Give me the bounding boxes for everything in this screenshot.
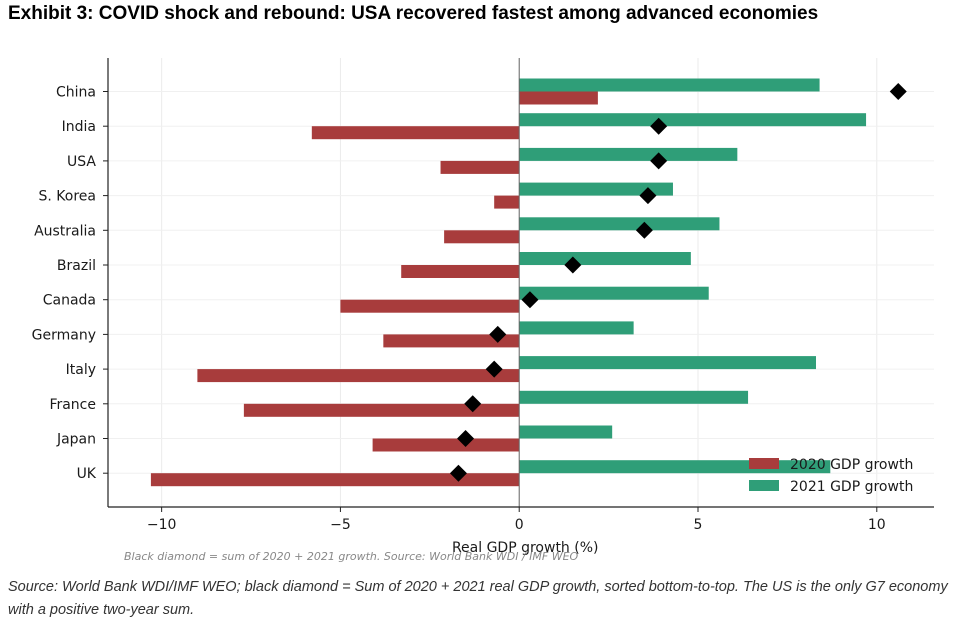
bar-2020-china <box>519 91 598 105</box>
bar-2021-italy <box>519 356 816 370</box>
bars <box>150 78 867 487</box>
legend-label-2021: 2021 GDP growth <box>790 479 913 495</box>
bar-2020-s-korea <box>494 195 520 209</box>
bar-2020-france <box>243 403 520 417</box>
x-tick-label: 10 <box>868 517 886 533</box>
chart-footnote: Black diamond = sum of 2020 + 2021 growt… <box>124 550 579 563</box>
y-tick-label: UK <box>77 466 97 482</box>
bar-2020-japan <box>372 438 520 452</box>
bar-2021-japan <box>519 425 613 439</box>
bar-2021-brazil <box>519 252 691 265</box>
x-axis-label: Real GDP growth (%) <box>452 540 599 556</box>
y-tick-label: France <box>49 397 96 413</box>
bar-2021-china <box>519 78 820 92</box>
bar-2020-italy <box>197 369 520 383</box>
sum-diamond-australia <box>635 221 653 239</box>
sum-diamonds <box>449 83 907 482</box>
legend-swatch-2020 <box>749 458 779 469</box>
bar-2020-germany <box>383 334 520 348</box>
y-tick-label: USA <box>67 154 96 170</box>
bar-2021-australia <box>519 217 720 231</box>
sum-diamond-italy <box>485 360 503 378</box>
sum-diamond-usa <box>650 152 668 170</box>
y-tick-label: Germany <box>32 327 96 343</box>
y-tick-label: Canada <box>43 293 96 309</box>
source-note: Source: World Bank WDI/IMF WEO; black di… <box>8 579 948 618</box>
axes <box>103 58 934 512</box>
sum-diamond-s-korea <box>639 187 657 205</box>
bar-2021-germany <box>519 321 634 335</box>
y-tick-label: India <box>62 119 96 135</box>
legend: 2020 GDP growth 2021 GDP growth <box>749 457 913 495</box>
sum-diamond-japan <box>457 430 475 447</box>
bar-2021-usa <box>519 147 738 161</box>
y-tick-label: Japan <box>56 432 96 448</box>
y-tick-label: Italy <box>66 362 96 378</box>
bar-2021-canada <box>519 286 709 300</box>
bar-2020-india <box>311 126 520 140</box>
bar-2020-uk <box>150 473 520 487</box>
legend-label-2020: 2020 GDP growth <box>790 457 913 473</box>
sum-diamond-china <box>889 83 907 100</box>
bar-2020-australia <box>444 230 520 244</box>
sum-diamond-uk <box>449 464 467 482</box>
bar-2021-s-korea <box>519 182 673 196</box>
legend-swatch-2021 <box>749 480 779 491</box>
sum-diamond-india <box>650 117 668 135</box>
x-tick-label: −10 <box>147 517 177 533</box>
x-tick-label: 0 <box>515 517 524 533</box>
y-tick-label: S. Korea <box>39 189 96 205</box>
bar-2021-uk <box>519 460 831 474</box>
bar-2020-usa <box>440 160 520 174</box>
y-tick-label: China <box>56 85 96 101</box>
gdp-growth-chart: China India USA S. Korea Australia Brazil Cana… <box>32 58 934 563</box>
bar-2021-france <box>519 390 749 404</box>
x-tick-label: −5 <box>330 517 351 533</box>
y-tick-label: Brazil <box>57 258 96 274</box>
sum-diamond-brazil <box>564 256 582 274</box>
sum-diamond-france <box>464 395 482 413</box>
y-tick-label: Australia <box>34 223 96 239</box>
bar-2020-brazil <box>401 265 520 278</box>
x-tick-label: 5 <box>694 517 703 533</box>
exhibit-title: Exhibit 3: COVID shock and rebound: USA … <box>8 3 819 24</box>
sum-diamond-germany <box>489 325 507 343</box>
bar-2020-canada <box>340 299 520 313</box>
sum-diamond-canada <box>521 291 539 309</box>
tick-labels: China India USA S. Korea Australia Brazil Cana… <box>32 85 886 534</box>
bar-2021-india <box>519 113 867 127</box>
